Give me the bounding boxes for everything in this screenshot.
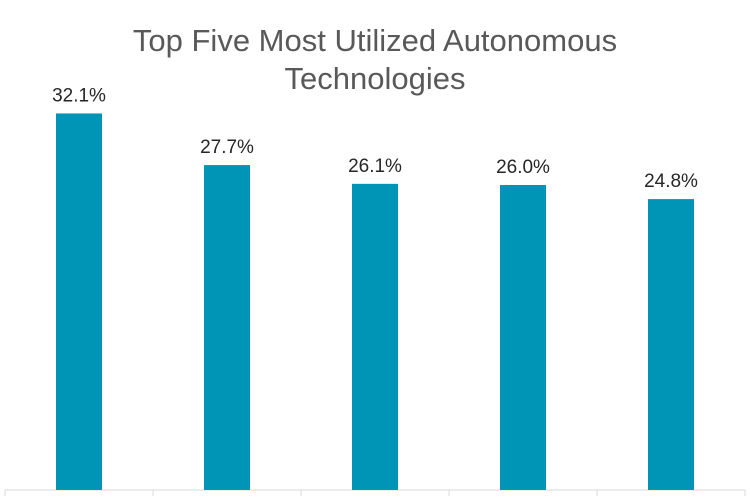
bar-5 xyxy=(648,199,694,490)
chart-title: Top Five Most Utilized Autonomous Techno… xyxy=(0,22,750,98)
data-label-5: 24.8% xyxy=(644,171,698,192)
chart-title-line-1: Top Five Most Utilized Autonomous xyxy=(132,23,618,58)
bar-1 xyxy=(56,113,102,490)
data-label-2: 27.7% xyxy=(200,137,254,158)
data-label-4: 26.0% xyxy=(496,157,550,178)
data-label-3: 26.1% xyxy=(348,156,402,177)
bar-3 xyxy=(352,183,398,491)
data-label-1: 32.1% xyxy=(52,85,106,106)
bar-4 xyxy=(500,185,546,490)
bar-2 xyxy=(204,165,250,491)
chart-title-line-2: Technologies xyxy=(284,61,466,96)
